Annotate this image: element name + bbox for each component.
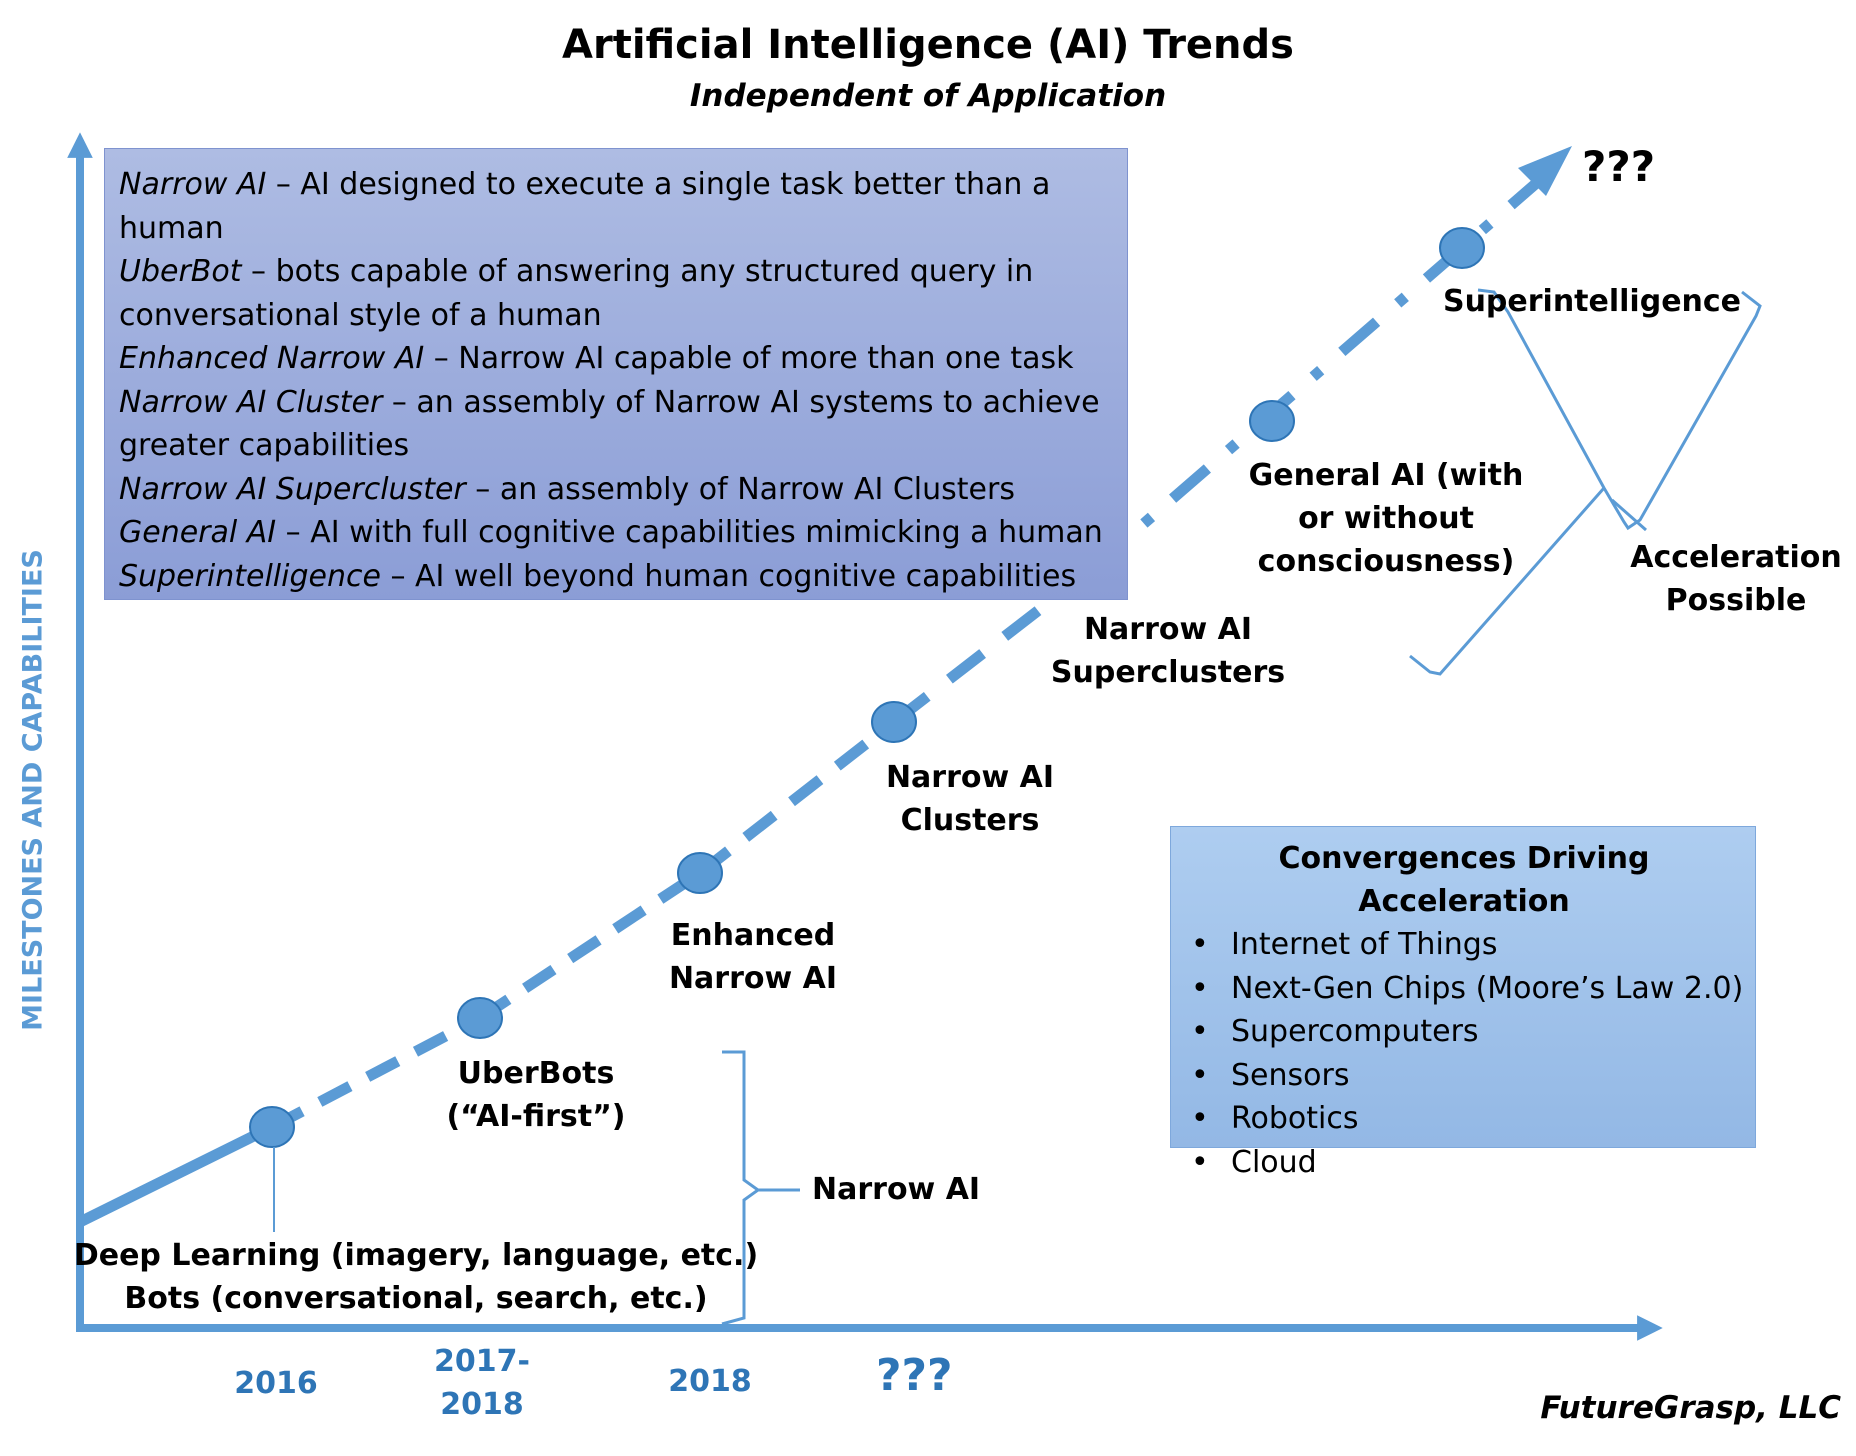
trend-dashdot-segment xyxy=(1084,175,1544,577)
trend-dashed-segment-1 xyxy=(269,1013,483,1132)
x-label-2017-2018: 2017- 2018 xyxy=(434,1344,530,1422)
label-narrow-ai-clusters: Narrow AI Clusters xyxy=(885,760,1055,838)
definitions-box: Narrow AI – AI designed to execute a sin… xyxy=(104,148,1128,600)
definition-enhanced-narrow-ai: Enhanced Narrow AI – Narrow AI capable o… xyxy=(119,341,1074,376)
footer-credit: FutureGrasp, LLC xyxy=(1540,1390,1841,1426)
page-title: Artificial Intelligence (AI) Trends xyxy=(562,22,1294,68)
convergences-title: Convergences Driving Acceleration xyxy=(1278,841,1650,919)
convergences-list: Internet of Things Next-Gen Chips (Moore… xyxy=(1183,923,1745,1184)
acceleration-bracket-lower xyxy=(1409,487,1606,676)
definition-narrow-ai-supercluster: Narrow AI Supercluster – an assembly of … xyxy=(119,471,1015,507)
label-enhanced-narrow-ai: Enhanced Narrow AI xyxy=(668,918,838,996)
convergence-item: Next-Gen Chips (Moore’s Law 2.0) xyxy=(1183,967,1745,1011)
page-subtitle: Independent of Application xyxy=(689,78,1167,114)
node-deep-learning xyxy=(249,1106,295,1148)
label-narrow-ai-superclusters: Narrow AI Superclusters xyxy=(1050,612,1286,690)
node-superintelligence xyxy=(1439,227,1485,269)
label-general-ai: General AI (with or without consciousnes… xyxy=(1248,458,1524,579)
definition-uberbot: UberBot – bots capable of answering any … xyxy=(119,254,1034,333)
trend-dashed-segment-4 xyxy=(890,567,1092,727)
definition-general-ai: General AI – AI with full cognitive capa… xyxy=(119,515,1103,550)
acceleration-bracket xyxy=(1477,288,1762,531)
acceleration-bracket-pointer xyxy=(1611,498,1647,532)
x-label-2016: 2016 xyxy=(234,1366,318,1401)
trend-arrowhead xyxy=(1518,146,1572,196)
definition-narrow-ai: Narrow AI – AI designed to execute a sin… xyxy=(119,167,1051,246)
definition-superintelligence: Superintelligence – AI well beyond human… xyxy=(119,558,1077,594)
definition-narrow-ai-cluster: Narrow AI Cluster – an assembly of Narro… xyxy=(119,384,1100,464)
convergence-item: Cloud xyxy=(1183,1141,1745,1185)
convergence-item: Sensors xyxy=(1183,1054,1745,1098)
convergence-item: Supercomputers xyxy=(1183,1010,1745,1054)
x-label-future: ??? xyxy=(876,1350,953,1401)
node-uberbots xyxy=(457,997,503,1039)
trend-solid-segment xyxy=(77,1122,275,1227)
y-axis-label: MILESTONES AND CAPABILITIES xyxy=(17,549,49,1031)
label-uberbots: UberBots (“AI-first”) xyxy=(446,1056,626,1134)
label-narrow-ai-bracket: Narrow AI xyxy=(812,1172,981,1207)
node-enhanced-narrow-ai xyxy=(677,852,723,894)
future-label: ??? xyxy=(1582,142,1656,191)
convergence-item: Internet of Things xyxy=(1183,923,1745,967)
trend-dashed-segment-2 xyxy=(476,868,704,1023)
x-label-2018: 2018 xyxy=(668,1364,752,1399)
convergence-item: Robotics xyxy=(1183,1097,1745,1141)
node-general-ai xyxy=(1249,400,1295,442)
convergences-box: Convergences Driving Acceleration Intern… xyxy=(1170,826,1756,1184)
label-deep-learning-bots: Deep Learning (imagery, language, etc.) … xyxy=(73,1238,759,1316)
trend-dashed-segment-3 xyxy=(696,717,898,878)
label-superintelligence: Superintelligence xyxy=(1442,284,1742,319)
label-acceleration-possible: Acceleration Possible xyxy=(1630,540,1842,618)
node-narrow-ai-clusters xyxy=(871,701,917,743)
